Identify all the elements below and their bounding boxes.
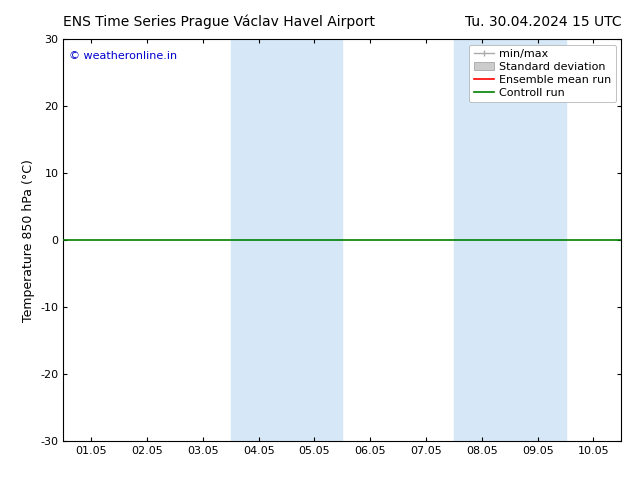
Text: © weatheronline.in: © weatheronline.in bbox=[69, 51, 177, 61]
Y-axis label: Temperature 850 hPa (°C): Temperature 850 hPa (°C) bbox=[22, 159, 35, 321]
Bar bbox=[510, 39, 566, 441]
Text: Tu. 30.04.2024 15 UTC: Tu. 30.04.2024 15 UTC bbox=[465, 15, 621, 29]
Bar bbox=[231, 39, 287, 441]
Legend: min/max, Standard deviation, Ensemble mean run, Controll run: min/max, Standard deviation, Ensemble me… bbox=[469, 45, 616, 102]
Text: ENS Time Series Prague Václav Havel Airport: ENS Time Series Prague Václav Havel Airp… bbox=[63, 15, 375, 29]
Bar bbox=[287, 39, 342, 441]
Bar bbox=[454, 39, 510, 441]
